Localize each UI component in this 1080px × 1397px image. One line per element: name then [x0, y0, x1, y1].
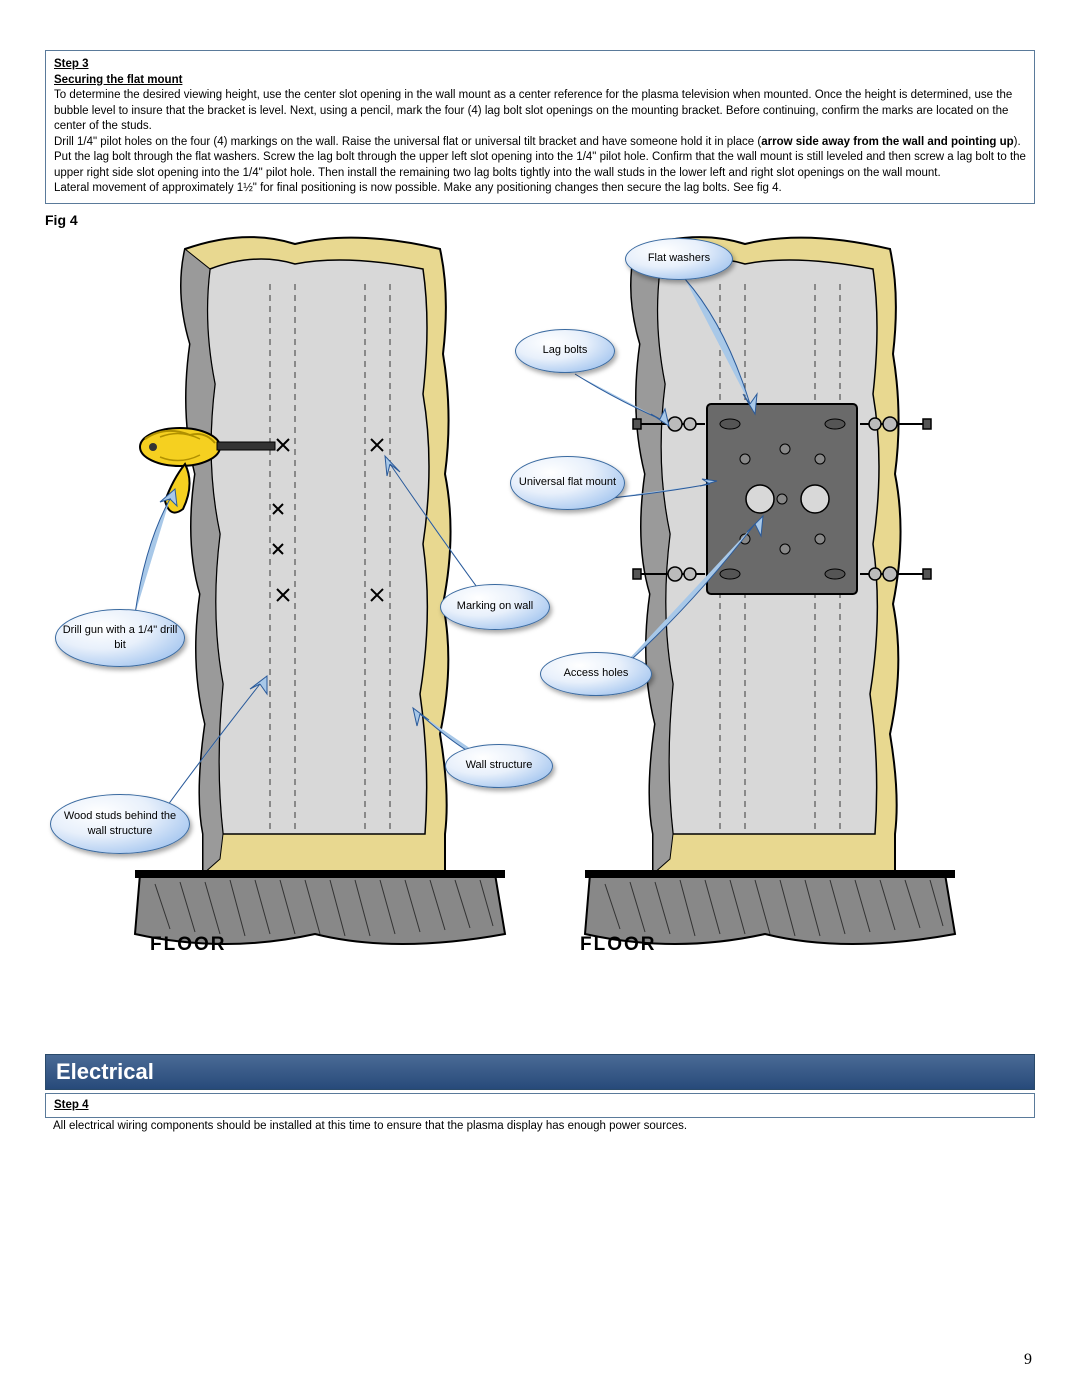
callout-drill-gun: Drill gun with a 1/4" drill bit — [55, 609, 185, 667]
step3-box: Step 3 Securing the flat mount To determ… — [45, 50, 1035, 204]
step3-para1: To determine the desired viewing height,… — [54, 88, 1026, 135]
floor-label-right: FLOOR — [580, 934, 657, 956]
figure-4-diagram: Drill gun with a 1/4" drill bit Wood stu… — [45, 234, 1035, 994]
callout-wood-studs: Wood studs behind the wall structure — [50, 794, 190, 854]
callout-universal-mount: Universal flat mount — [510, 456, 625, 510]
step3-para2: Drill 1/4" pilot holes on the four (4) m… — [54, 135, 1026, 182]
step4-label: Step 4 — [54, 1099, 89, 1111]
callout-marking: Marking on wall — [440, 584, 550, 630]
step3-title: Securing the flat mount — [54, 74, 182, 86]
callout-lag-bolts: Lag bolts — [515, 329, 615, 373]
step4-box: Step 4 — [45, 1093, 1035, 1119]
callout-access-holes: Access holes — [540, 652, 652, 696]
section-header-electrical: Electrical — [45, 1054, 1035, 1090]
floor-label-left: FLOOR — [150, 934, 227, 956]
callout-wall-structure: Wall structure — [445, 744, 553, 788]
fig4-label: Fig 4 — [45, 212, 1035, 228]
page-number: 9 — [1024, 1351, 1032, 1369]
step4-para: All electrical wiring components should … — [45, 1118, 1035, 1134]
step3-label: Step 3 — [54, 58, 89, 70]
step3-para3: Lateral movement of approximately 1½" fo… — [54, 181, 1026, 197]
callout-flat-washers: Flat washers — [625, 238, 733, 280]
